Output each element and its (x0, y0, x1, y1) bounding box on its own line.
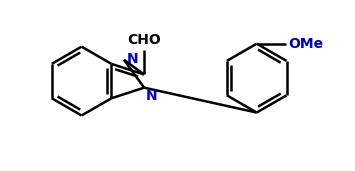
Text: CHO: CHO (127, 33, 161, 47)
Text: N: N (127, 52, 138, 66)
Text: N: N (146, 89, 158, 103)
Text: OMe: OMe (288, 37, 323, 51)
